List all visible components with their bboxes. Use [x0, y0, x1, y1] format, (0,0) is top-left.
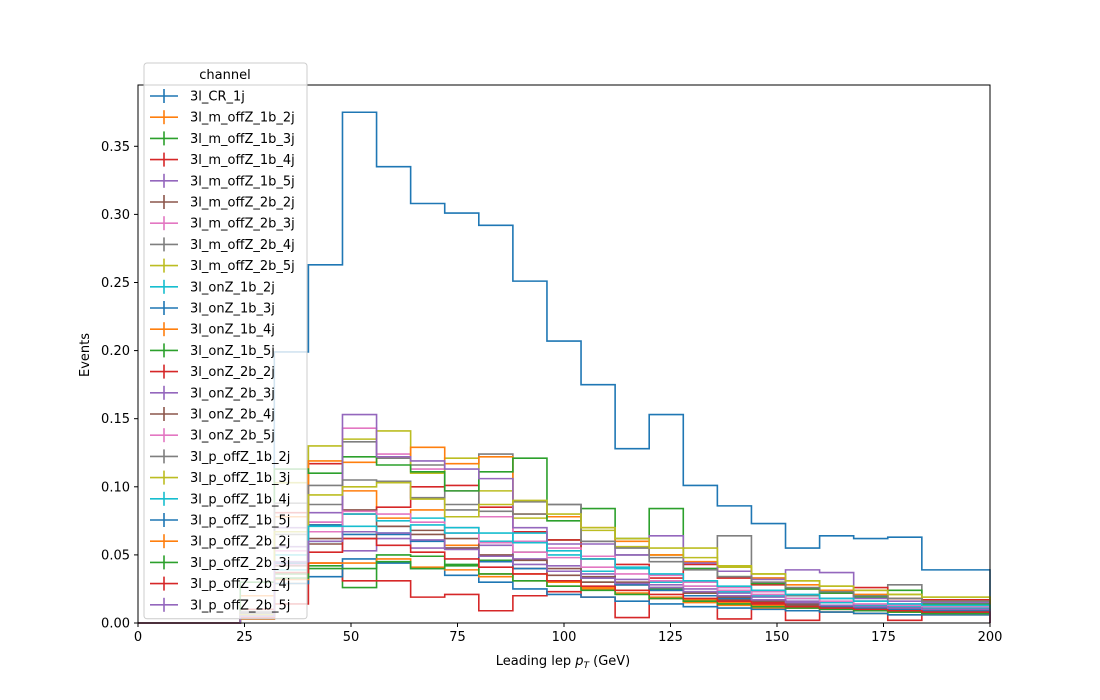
series-line-3l_p_offZ_1b_3j — [138, 481, 991, 624]
legend-label: 3l_onZ_1b_3j — [190, 302, 275, 317]
legend-entry: 3l_onZ_1b_4j — [150, 322, 275, 338]
legend-label: 3l_CR_1j — [190, 90, 245, 105]
legend-label: 3l_m_offZ_1b_2j — [190, 111, 295, 126]
legend-entry: 3l_m_offZ_1b_3j — [150, 131, 295, 147]
x-tick-label: 0 — [134, 630, 142, 645]
legend-label: 3l_onZ_2b_4j — [190, 408, 275, 423]
legend-entry: 3l_m_offZ_2b_5j — [150, 258, 295, 274]
y-tick-label: 0.10 — [101, 480, 130, 495]
y-tick-label: 0.00 — [101, 617, 130, 632]
legend-label: 3l_p_offZ_2b_4j — [190, 577, 290, 592]
legend-label: 3l_p_offZ_2b_5j — [190, 598, 290, 613]
x-tick-label: 150 — [765, 630, 790, 645]
legend-label: 3l_p_offZ_1b_3j — [190, 471, 290, 486]
legend-entry: 3l_onZ_1b_5j — [150, 343, 275, 359]
legend-label: 3l_m_offZ_2b_5j — [190, 259, 295, 274]
x-tick-label: 75 — [449, 630, 466, 645]
y-tick-label: 0.05 — [101, 548, 130, 563]
x-tick-label: 50 — [343, 630, 360, 645]
legend-label: 3l_onZ_1b_4j — [190, 323, 275, 338]
legend-label: 3l_p_offZ_1b_5j — [190, 514, 290, 529]
legend-entry: 3l_p_offZ_1b_2j — [150, 449, 290, 465]
legend-entry: 3l_onZ_1b_3j — [150, 301, 275, 317]
y-tick-label: 0.20 — [101, 344, 130, 359]
legend-entry: 3l_m_offZ_1b_2j — [150, 110, 295, 126]
legend-label: 3l_p_offZ_1b_2j — [190, 450, 290, 465]
legend-entry: 3l_m_offZ_1b_5j — [150, 173, 295, 189]
legend-entry: 3l_onZ_2b_4j — [150, 407, 275, 423]
x-tick-label: 25 — [236, 630, 253, 645]
legend-entry: 3l_p_offZ_1b_4j — [150, 491, 290, 507]
legend-entry: 3l_onZ_2b_2j — [150, 364, 275, 380]
legend-entry: 3l_p_offZ_2b_2j — [150, 534, 290, 550]
legend-label: 3l_p_offZ_1b_4j — [190, 492, 290, 507]
series-layer — [138, 111, 991, 624]
legend-label: 3l_onZ_2b_5j — [190, 429, 275, 444]
legend-entry: 3l_p_offZ_1b_3j — [150, 470, 290, 486]
legend-entry: 3l_p_offZ_2b_4j — [150, 576, 290, 592]
y-tick-label: 0.30 — [101, 208, 130, 223]
legend-label: 3l_m_offZ_1b_3j — [190, 132, 295, 147]
series-line-3l_p_offZ_2b_5j — [138, 530, 991, 624]
y-tick-label: 0.25 — [101, 276, 130, 291]
legend-entry: 3l_p_offZ_1b_5j — [150, 513, 290, 529]
x-tick-label: 125 — [658, 630, 683, 645]
legend: channel 3l_CR_1j 3l_m_offZ_1b_2j 3l_m_offZ… — [143, 62, 308, 620]
legend-entry: 3l_p_offZ_2b_3j — [150, 555, 290, 571]
legend-label: 3l_onZ_2b_2j — [190, 365, 275, 380]
legend-entry: 3l_onZ_2b_3j — [150, 385, 275, 401]
legend-entry: 3l_m_offZ_2b_3j — [150, 216, 295, 232]
legend-entry: 3l_CR_1j — [150, 89, 245, 105]
legend-label: 3l_m_offZ_2b_3j — [190, 217, 295, 232]
series-line-3l_CR_1j — [138, 111, 991, 624]
legend-entry: 3l_m_offZ_1b_4j — [150, 152, 295, 168]
legend-label: 3l_m_offZ_2b_4j — [190, 238, 295, 253]
x-tick-label: 200 — [978, 630, 1003, 645]
legend-title: channel — [199, 68, 250, 83]
legend-label: 3l_onZ_2b_3j — [190, 386, 275, 401]
legend-entry: 3l_p_offZ_2b_5j — [150, 597, 290, 613]
legend-label: 3l_onZ_1b_5j — [190, 344, 275, 359]
legend-label: 3l_m_offZ_1b_5j — [190, 174, 295, 189]
y-tick-label: 0.35 — [101, 140, 130, 155]
axes: 0 25 50 75 100 125 150 175 200 0.00 0.05 0.10 0.15 0.… — [101, 84, 1003, 645]
y-tick-label: 0.15 — [101, 412, 130, 427]
x-tick-label: 100 — [552, 630, 577, 645]
legend-entry: 3l_m_offZ_2b_2j — [150, 195, 295, 211]
legend-entry: 3l_onZ_1b_2j — [150, 279, 275, 295]
legend-label: 3l_m_offZ_1b_4j — [190, 153, 295, 168]
legend-label: 3l_p_offZ_2b_2j — [190, 535, 290, 550]
x-tick-label: 175 — [871, 630, 896, 645]
x-axis-label: Leading lep pT (GeV) — [496, 654, 630, 671]
legend-label: 3l_onZ_1b_2j — [190, 280, 275, 295]
legend-label: 3l_p_offZ_2b_3j — [190, 556, 290, 571]
y-axis-label: Events — [78, 333, 93, 377]
legend-label: 3l_m_offZ_2b_2j — [190, 196, 295, 211]
legend-entry: 3l_onZ_2b_5j — [150, 428, 275, 444]
legend-entry: 3l_m_offZ_2b_4j — [150, 237, 295, 253]
legend-frame — [143, 62, 308, 620]
